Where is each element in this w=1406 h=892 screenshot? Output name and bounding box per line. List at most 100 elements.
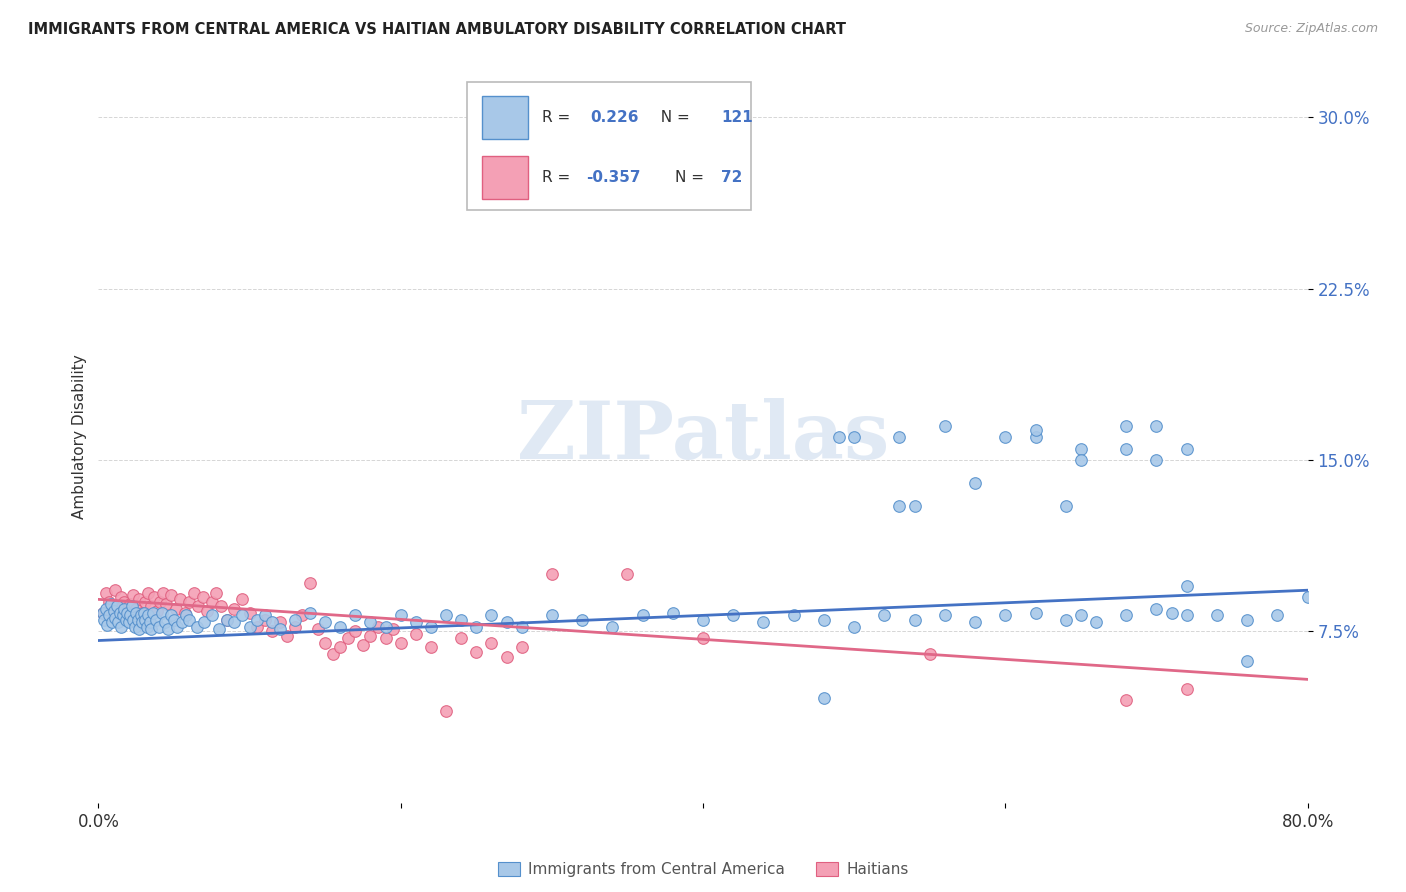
Point [98, 595, 121, 609]
Point [420, 640, 443, 655]
Point [1115, 418, 1137, 433]
Point [1296, 590, 1319, 604]
Point [115, 606, 138, 620]
Point [389, 636, 412, 650]
Point [813, 613, 835, 627]
Point [783, 608, 806, 623]
Point [134, 595, 156, 609]
Point [98, 608, 121, 623]
Point [752, 615, 775, 630]
Point [110, 590, 132, 604]
Point [1115, 693, 1137, 707]
Point [571, 613, 593, 627]
Point [125, 606, 148, 620]
Point [1070, 442, 1092, 456]
Point [246, 620, 269, 634]
Point [314, 636, 336, 650]
Point [208, 622, 231, 636]
Point [329, 620, 352, 634]
Point [828, 430, 851, 444]
Point [91, 606, 114, 620]
Point [284, 613, 307, 627]
Point [239, 606, 262, 620]
Point [105, 599, 128, 614]
Point [107, 599, 129, 614]
Point [510, 620, 533, 634]
Point [450, 632, 472, 646]
Point [314, 615, 336, 630]
Point [173, 606, 195, 620]
FancyBboxPatch shape [467, 82, 751, 211]
Point [481, 636, 503, 650]
Point [231, 592, 253, 607]
Point [1175, 579, 1198, 593]
Point [994, 608, 1017, 623]
Legend: Immigrants from Central America, Haitians: Immigrants from Central America, Haitian… [489, 855, 917, 885]
Point [1115, 442, 1137, 456]
Point [495, 649, 517, 664]
Point [1144, 418, 1167, 433]
Point [299, 606, 322, 620]
Point [540, 567, 562, 582]
Point [215, 613, 238, 627]
Point [1175, 681, 1198, 696]
Point [269, 615, 291, 630]
Point [195, 604, 218, 618]
Point [121, 599, 143, 614]
Point [360, 629, 382, 643]
Point [307, 622, 329, 636]
Point [813, 690, 835, 705]
Point [169, 592, 191, 607]
Point [136, 585, 159, 599]
Point [120, 608, 142, 623]
Text: N =: N = [675, 169, 709, 185]
Point [114, 613, 136, 627]
Point [246, 613, 269, 627]
Point [166, 620, 188, 634]
Point [186, 620, 208, 634]
Point [844, 430, 866, 444]
Point [110, 620, 132, 634]
Point [1236, 654, 1258, 668]
Point [382, 622, 405, 636]
Point [201, 595, 224, 609]
Point [215, 613, 238, 627]
Point [253, 613, 276, 627]
Point [193, 615, 215, 630]
Point [434, 705, 457, 719]
Point [1054, 499, 1077, 513]
Point [141, 599, 163, 614]
Point [253, 608, 276, 623]
Point [91, 606, 114, 620]
Point [201, 608, 224, 623]
Point [374, 632, 396, 646]
Point [115, 608, 138, 623]
Point [540, 608, 562, 623]
Point [322, 647, 344, 661]
Point [692, 613, 714, 627]
Point [96, 617, 118, 632]
Point [129, 608, 152, 623]
Point [125, 601, 148, 615]
Point [965, 615, 987, 630]
Point [94, 585, 117, 599]
Point [153, 615, 176, 630]
Point [124, 620, 146, 634]
Point [104, 610, 127, 624]
Point [352, 638, 374, 652]
Point [160, 608, 183, 623]
Point [136, 608, 159, 623]
Point [101, 601, 124, 615]
Y-axis label: Ambulatory Disability: Ambulatory Disability [72, 355, 87, 519]
Point [291, 608, 314, 623]
Point [602, 620, 624, 634]
Text: 0.226: 0.226 [591, 110, 640, 125]
Point [465, 620, 488, 634]
Point [170, 615, 193, 630]
Point [1267, 608, 1289, 623]
Point [1070, 608, 1092, 623]
Point [155, 597, 177, 611]
Point [360, 615, 382, 630]
Point [616, 567, 638, 582]
Point [918, 647, 941, 661]
